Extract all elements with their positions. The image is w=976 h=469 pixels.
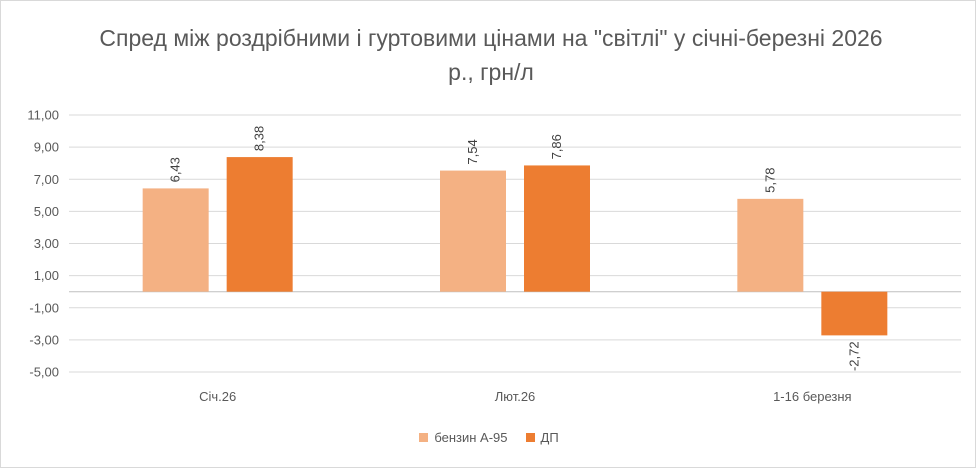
bar-dp <box>821 291 888 336</box>
y-tick-label: 7,00 <box>34 172 59 187</box>
chart-legend: бензин А-95 ДП <box>1 430 976 445</box>
bar-dp <box>524 165 590 292</box>
y-tick-label: -3,00 <box>29 332 59 347</box>
y-tick-label: 9,00 <box>34 140 59 155</box>
y-tick-label: 5,00 <box>34 204 59 219</box>
data-label: 7,86 <box>549 134 564 159</box>
legend-label-dp: ДП <box>540 430 559 445</box>
legend-swatch-dp <box>525 433 535 442</box>
x-tick-label: Лют.26 <box>495 389 536 404</box>
legend-item-dp: ДП <box>525 430 559 445</box>
data-label: 6,43 <box>168 157 183 182</box>
x-tick-label: 1-16 березня <box>773 389 852 404</box>
legend-label-a95: бензин А-95 <box>434 430 508 445</box>
y-tick-label: -1,00 <box>29 300 59 315</box>
bar-a95 <box>440 170 506 292</box>
data-label: -2,72 <box>846 341 861 371</box>
data-label: 7,54 <box>465 139 480 164</box>
bar-a95 <box>142 188 209 292</box>
data-label: 8,38 <box>252 126 267 151</box>
data-label: 5,78 <box>762 168 777 193</box>
bar-a95 <box>737 198 804 292</box>
bar-dp <box>226 157 293 292</box>
y-tick-label: 11,00 <box>27 108 59 123</box>
legend-swatch-a95 <box>419 433 429 442</box>
y-tick-label: 1,00 <box>34 268 59 283</box>
legend-item-a95: бензин А-95 <box>419 430 508 445</box>
x-tick-label: Січ.26 <box>199 389 236 404</box>
chart-title: Спред між роздрібними і гуртовими цінами… <box>99 25 883 85</box>
y-tick-label: -5,00 <box>29 365 59 380</box>
y-tick-label: 3,00 <box>34 236 59 251</box>
